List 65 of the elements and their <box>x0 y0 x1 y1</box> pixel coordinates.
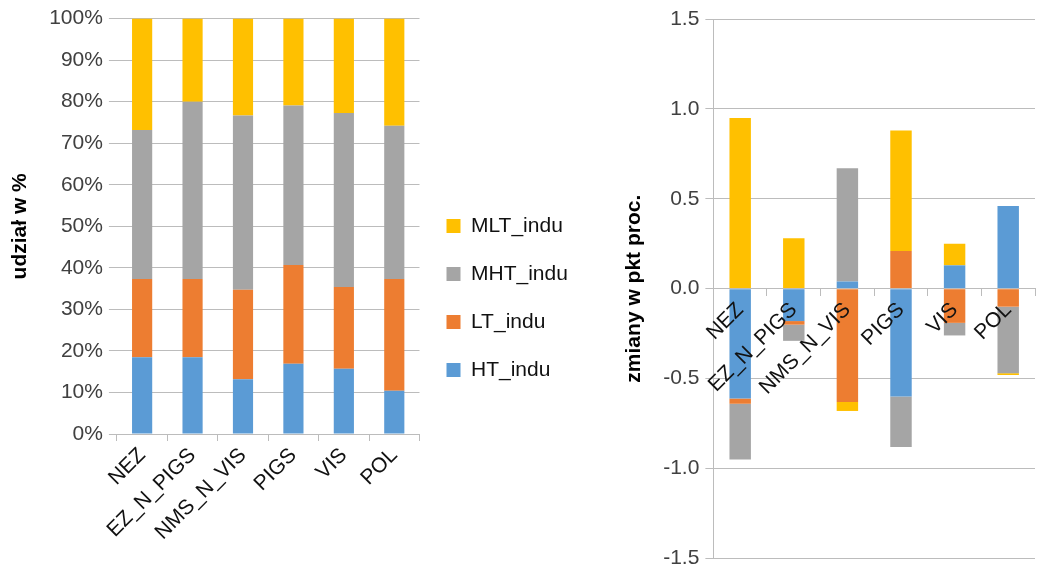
bar <box>890 396 912 447</box>
y-axis-title: udział w % <box>7 172 31 280</box>
bar <box>182 357 203 434</box>
legend-label: LT_indu <box>471 308 546 333</box>
bar <box>283 18 304 106</box>
bar <box>333 18 354 113</box>
legend-label: HT_indu <box>471 356 551 381</box>
bar <box>943 243 966 266</box>
bar <box>132 279 153 358</box>
y-tick-label: 20% <box>60 337 103 361</box>
y-tick-label: -1.0 <box>663 455 700 479</box>
y-tick-label: 90% <box>60 46 103 70</box>
bar <box>997 205 1019 289</box>
bar <box>283 264 304 364</box>
bar <box>384 390 405 434</box>
x-tick-label: VIS <box>310 442 351 483</box>
y-axis-title: zmiany w pkt proc. <box>621 194 645 383</box>
bar <box>384 279 405 391</box>
bar <box>729 117 751 289</box>
bar <box>836 168 859 282</box>
bar <box>283 105 304 265</box>
x-tick-label: VIS <box>921 297 962 338</box>
bar <box>333 286 354 369</box>
bar <box>997 289 1019 307</box>
y-tick-label: 1.5 <box>670 5 700 29</box>
y-tick-label: 0.0 <box>670 275 700 299</box>
y-tick-label: 60% <box>60 171 103 195</box>
y-tick-label: 30% <box>60 296 103 320</box>
bar <box>232 18 254 116</box>
bar <box>729 403 751 460</box>
bar <box>132 129 153 280</box>
bar <box>232 379 254 434</box>
x-tick-label: POL <box>355 442 402 489</box>
y-tick-label: -0.5 <box>663 365 700 389</box>
bar <box>232 115 254 290</box>
y-tick-label: 40% <box>60 254 103 278</box>
bar <box>384 125 405 280</box>
bar <box>132 357 153 434</box>
bar <box>729 398 751 404</box>
y-tick-label: 0.5 <box>670 185 700 209</box>
legend-label: MLT_indu <box>471 212 563 237</box>
legend-label: MHT_indu <box>471 260 568 285</box>
bar <box>283 363 304 434</box>
bar <box>943 265 966 289</box>
y-tick-label: 1.0 <box>670 95 700 119</box>
bar <box>890 250 912 289</box>
y-tick-label: 0% <box>72 420 103 444</box>
y-tick-label: 70% <box>60 130 103 154</box>
bar <box>783 238 805 289</box>
y-tick-label: -1.5 <box>663 545 700 569</box>
bar <box>182 18 203 102</box>
y-tick-label: 50% <box>60 213 103 237</box>
bar <box>182 101 203 280</box>
bar <box>333 368 354 434</box>
bar <box>182 279 203 358</box>
bar <box>333 112 354 287</box>
y-tick-label: 100% <box>49 5 103 29</box>
y-tick-label: 10% <box>60 379 103 403</box>
bar <box>384 18 405 126</box>
bar <box>232 289 254 380</box>
y-tick-label: 80% <box>60 88 103 112</box>
x-tick-label: POL <box>969 297 1016 344</box>
bar <box>890 130 912 251</box>
bar <box>132 18 153 130</box>
bar <box>836 401 859 411</box>
